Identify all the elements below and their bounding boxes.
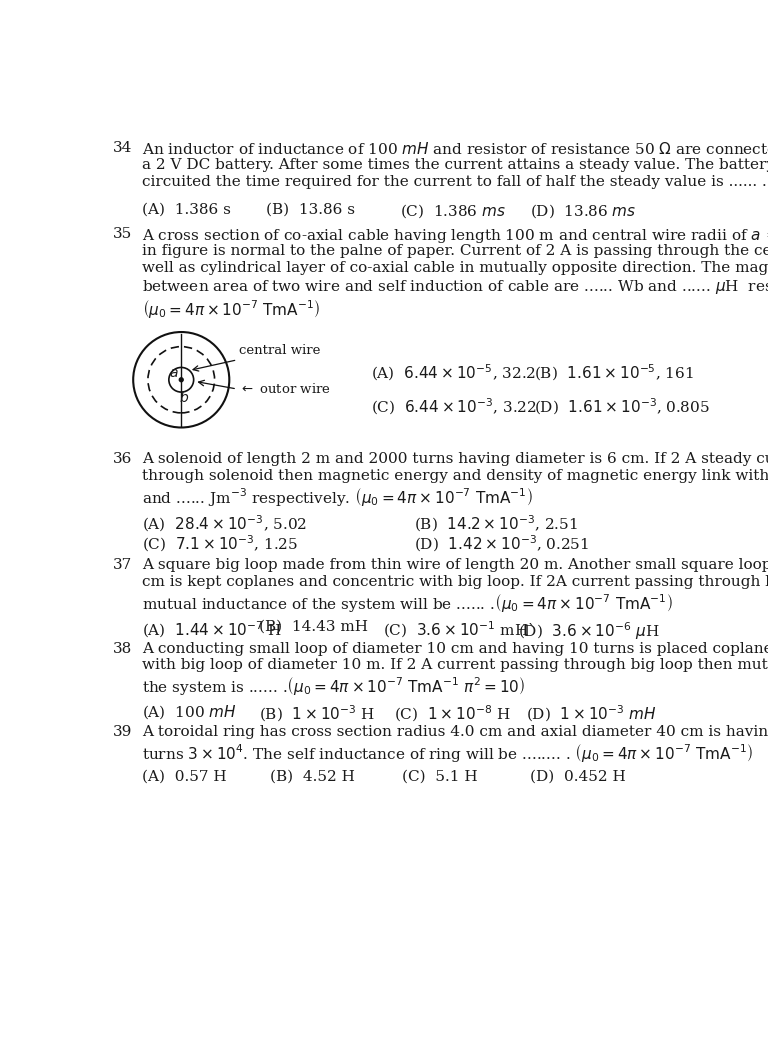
Text: turns $3\times10^{4}$. The self inductance of ring will be ........ . $\left(\mu: turns $3\times10^{4}$. The self inductan… <box>143 742 753 763</box>
Text: a 2 V DC battery. After some times the current attains a steady value. The batte: a 2 V DC battery. After some times the c… <box>143 158 768 172</box>
Text: and ...... Jm$^{-3}$ respectively. $\left(\mu_0 = 4\pi\times10^{-7}\ \mathrm{TmA: and ...... Jm$^{-3}$ respectively. $\lef… <box>143 487 533 508</box>
Text: (A)  $28.4\times10^{-3}$, 5.02: (A) $28.4\times10^{-3}$, 5.02 <box>143 514 308 534</box>
Text: (A)  0.57 H: (A) 0.57 H <box>143 770 227 783</box>
Text: A cross section of co-axial cable having length 100 m and central wire radii of : A cross section of co-axial cable having… <box>143 227 768 245</box>
Text: (A)  1.386 s: (A) 1.386 s <box>143 202 231 216</box>
Text: mutual inductance of the system will be ...... .$\left(\mu_0 = 4\pi\times10^{-7}: mutual inductance of the system will be … <box>143 593 674 615</box>
Text: (A)  $6.44\times10^{-5}$, 32.2: (A) $6.44\times10^{-5}$, 32.2 <box>371 363 536 384</box>
Text: $a$: $a$ <box>169 366 178 379</box>
Text: $\leftarrow$ outor wire: $\leftarrow$ outor wire <box>239 382 330 396</box>
Text: (C)  $1\times10^{-8}$ H: (C) $1\times10^{-8}$ H <box>395 703 511 724</box>
Text: (B)  $1\times10^{-3}$ H: (B) $1\times10^{-3}$ H <box>259 703 375 724</box>
Text: 35: 35 <box>113 227 132 242</box>
Text: cm is kept coplanes and concentric with big loop. If 2A current passing through : cm is kept coplanes and concentric with … <box>143 576 768 589</box>
Text: A toroidal ring has cross section radius 4.0 cm and axial diameter 40 cm is havi: A toroidal ring has cross section radius… <box>143 725 768 739</box>
Text: A square big loop made from thin wire of length 20 m. Another small square loop : A square big loop made from thin wire of… <box>143 559 768 572</box>
Text: 34: 34 <box>113 141 132 155</box>
Text: well as cylindrical layer of co-axial cable in mutually opposite direction. The : well as cylindrical layer of co-axial ca… <box>143 261 768 276</box>
Text: A solenoid of length 2 m and 2000 turns having diameter is 6 cm. If 2 A steady c: A solenoid of length 2 m and 2000 turns … <box>143 453 768 466</box>
Text: (D)  $3.6\times10^{-6}$ $\mu$H: (D) $3.6\times10^{-6}$ $\mu$H <box>518 620 660 641</box>
Text: (C)  1.386 $ms$: (C) 1.386 $ms$ <box>400 202 506 220</box>
Text: with big loop of diameter 10 m. If 2 A current passing through big loop then mut: with big loop of diameter 10 m. If 2 A c… <box>143 658 768 672</box>
Text: $\left(\mu_0 = 4\pi\times10^{-7}\ \mathrm{TmA}^{-1}\right)$: $\left(\mu_0 = 4\pi\times10^{-7}\ \mathr… <box>143 298 321 320</box>
Text: through solenoid then magnetic energy and density of magnetic energy link with i: through solenoid then magnetic energy an… <box>143 470 768 483</box>
Text: (C)  $6.44\times10^{-3}$, 3.22: (C) $6.44\times10^{-3}$, 3.22 <box>371 396 537 417</box>
Text: (B)  $1.61\times10^{-5}$, 161: (B) $1.61\times10^{-5}$, 161 <box>534 363 694 384</box>
Text: (D)  $1.42\times10^{-3}$, 0.251: (D) $1.42\times10^{-3}$, 0.251 <box>414 534 589 554</box>
Text: in figure is normal to the palne of paper. Current of 2 A is passing through the: in figure is normal to the palne of pape… <box>143 244 768 259</box>
Text: (B)  4.52 H: (B) 4.52 H <box>270 770 356 783</box>
Circle shape <box>179 377 184 382</box>
Text: (D)  $1.61\times10^{-3}$, 0.805: (D) $1.61\times10^{-3}$, 0.805 <box>534 396 710 417</box>
Text: 37: 37 <box>113 559 132 572</box>
Text: (B)  14.43 mH: (B) 14.43 mH <box>259 620 368 634</box>
Text: (B)  $14.2\times10^{-3}$, 2.51: (B) $14.2\times10^{-3}$, 2.51 <box>414 514 578 534</box>
Text: $b$: $b$ <box>178 390 189 405</box>
Text: circuited the time required for the current to fall of half the steady value is : circuited the time required for the curr… <box>143 175 767 189</box>
Text: (D)  $1\times10^{-3}$ $mH$: (D) $1\times10^{-3}$ $mH$ <box>526 703 657 724</box>
Text: (D)  0.452 H: (D) 0.452 H <box>530 770 626 783</box>
Text: (C)  5.1 H: (C) 5.1 H <box>402 770 478 783</box>
Text: 38: 38 <box>113 641 132 655</box>
Text: (D)  13.86 $ms$: (D) 13.86 $ms$ <box>530 202 637 220</box>
Text: An inductor of inductance of 100 $mH$ and resistor of resistance 50 $\Omega$ are: An inductor of inductance of 100 $mH$ an… <box>143 141 768 157</box>
Text: the system is ...... .$\left(\mu_0 = 4\pi\times10^{-7}\ \mathrm{TmA}^{-1}\ \pi^2: the system is ...... .$\left(\mu_0 = 4\p… <box>143 675 526 697</box>
Text: 36: 36 <box>113 453 132 466</box>
Text: between area of two wire and self induction of cable are ...... Wb and ...... $\: between area of two wire and self induct… <box>143 278 768 296</box>
Text: (A)  100 $mH$: (A) 100 $mH$ <box>143 703 237 721</box>
Text: (C)  $3.6\times10^{-1}$ mH`: (C) $3.6\times10^{-1}$ mH` <box>382 620 534 640</box>
Text: 39: 39 <box>113 725 132 739</box>
Text: (C)  $7.1\times10^{-3}$, 1.25: (C) $7.1\times10^{-3}$, 1.25 <box>143 534 299 554</box>
Text: (B)  13.86 s: (B) 13.86 s <box>266 202 356 216</box>
Text: central wire: central wire <box>193 344 320 371</box>
Text: A conducting small loop of diameter 10 cm and having 10 turns is placed coplaner: A conducting small loop of diameter 10 c… <box>143 641 768 655</box>
Text: (A)  $1.44\times10^{-7}$ H: (A) $1.44\times10^{-7}$ H <box>143 620 283 640</box>
